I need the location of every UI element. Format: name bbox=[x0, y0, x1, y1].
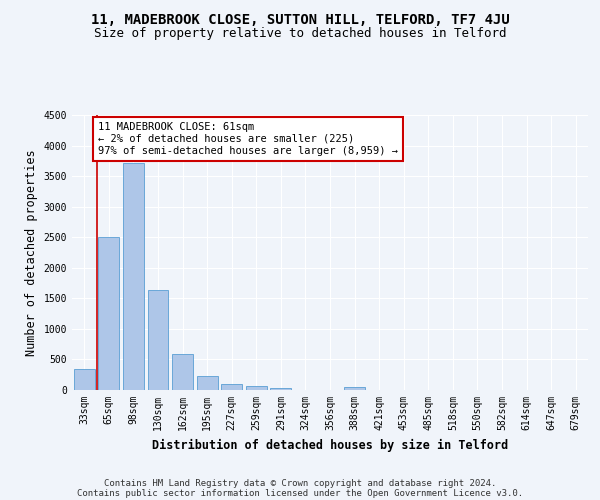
Text: Contains HM Land Registry data © Crown copyright and database right 2024.: Contains HM Land Registry data © Crown c… bbox=[104, 478, 496, 488]
Bar bbox=[98, 237, 119, 390]
Bar bbox=[344, 386, 365, 390]
Bar bbox=[246, 386, 267, 390]
Text: Contains public sector information licensed under the Open Government Licence v3: Contains public sector information licen… bbox=[77, 488, 523, 498]
Text: 11 MADEBROOK CLOSE: 61sqm
← 2% of detached houses are smaller (225)
97% of semi-: 11 MADEBROOK CLOSE: 61sqm ← 2% of detach… bbox=[98, 122, 398, 156]
Bar bbox=[221, 384, 242, 390]
X-axis label: Distribution of detached houses by size in Telford: Distribution of detached houses by size … bbox=[152, 438, 508, 452]
Bar bbox=[172, 354, 193, 390]
Bar bbox=[271, 388, 292, 390]
Text: 11, MADEBROOK CLOSE, SUTTON HILL, TELFORD, TF7 4JU: 11, MADEBROOK CLOSE, SUTTON HILL, TELFOR… bbox=[91, 12, 509, 26]
Text: Size of property relative to detached houses in Telford: Size of property relative to detached ho… bbox=[94, 28, 506, 40]
Y-axis label: Number of detached properties: Number of detached properties bbox=[25, 149, 38, 356]
Bar bbox=[123, 162, 144, 390]
Bar bbox=[74, 368, 95, 390]
Bar bbox=[197, 376, 218, 390]
Bar bbox=[148, 290, 169, 390]
